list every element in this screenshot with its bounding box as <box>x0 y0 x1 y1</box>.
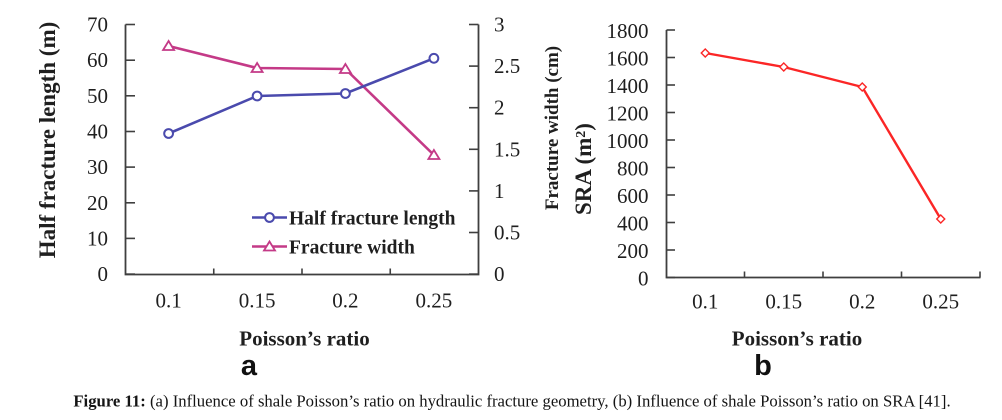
svg-text:Poisson’s ratio: Poisson’s ratio <box>239 327 369 351</box>
svg-text:1: 1 <box>494 179 505 203</box>
svg-text:0.25: 0.25 <box>922 290 959 314</box>
svg-text:Half fracture length (m): Half fracture length (m) <box>35 22 60 259</box>
svg-text:Poisson’s ratio: Poisson’s ratio <box>732 327 862 351</box>
svg-text:1000: 1000 <box>607 129 649 153</box>
svg-text:0.25: 0.25 <box>416 289 453 313</box>
svg-text:SRA (m2): SRA (m2) <box>571 123 596 215</box>
svg-text:a: a <box>241 350 258 382</box>
svg-text:2.5: 2.5 <box>494 54 520 78</box>
svg-text:0.5: 0.5 <box>494 221 520 245</box>
svg-text:400: 400 <box>617 212 649 236</box>
svg-text:1800: 1800 <box>607 19 649 43</box>
svg-text:1400: 1400 <box>607 74 649 98</box>
svg-text:0: 0 <box>638 267 649 291</box>
svg-text:0: 0 <box>494 262 505 286</box>
svg-text:3: 3 <box>494 13 505 37</box>
svg-text:b: b <box>754 350 772 382</box>
svg-text:600: 600 <box>617 184 649 208</box>
svg-text:800: 800 <box>617 157 649 181</box>
svg-text:1.5: 1.5 <box>494 137 520 161</box>
svg-text:40: 40 <box>87 120 108 144</box>
svg-text:200: 200 <box>617 239 649 263</box>
svg-text:0: 0 <box>98 262 109 286</box>
svg-text:60: 60 <box>87 48 108 72</box>
svg-text:0.1: 0.1 <box>692 290 718 314</box>
svg-text:30: 30 <box>87 155 108 179</box>
svg-text:70: 70 <box>87 13 108 37</box>
svg-text:10: 10 <box>87 226 108 250</box>
svg-text:0.2: 0.2 <box>332 289 358 313</box>
svg-text:20: 20 <box>87 191 108 215</box>
svg-text:0.15: 0.15 <box>239 289 276 313</box>
svg-text:Figure 11: (a) Influence of sh: Figure 11: (a) Influence of shale Poisso… <box>73 392 950 411</box>
svg-text:Half fracture length: Half fracture length <box>289 209 456 230</box>
svg-text:0.2: 0.2 <box>849 290 875 314</box>
svg-text:Fracture width (cm): Fracture width (cm) <box>542 46 563 210</box>
svg-text:1600: 1600 <box>607 47 649 71</box>
svg-text:1200: 1200 <box>607 102 649 126</box>
svg-text:50: 50 <box>87 84 108 108</box>
svg-text:Fracture width: Fracture width <box>289 238 415 259</box>
svg-text:0.1: 0.1 <box>155 289 181 313</box>
svg-text:0.15: 0.15 <box>765 290 802 314</box>
svg-text:2: 2 <box>494 96 505 120</box>
